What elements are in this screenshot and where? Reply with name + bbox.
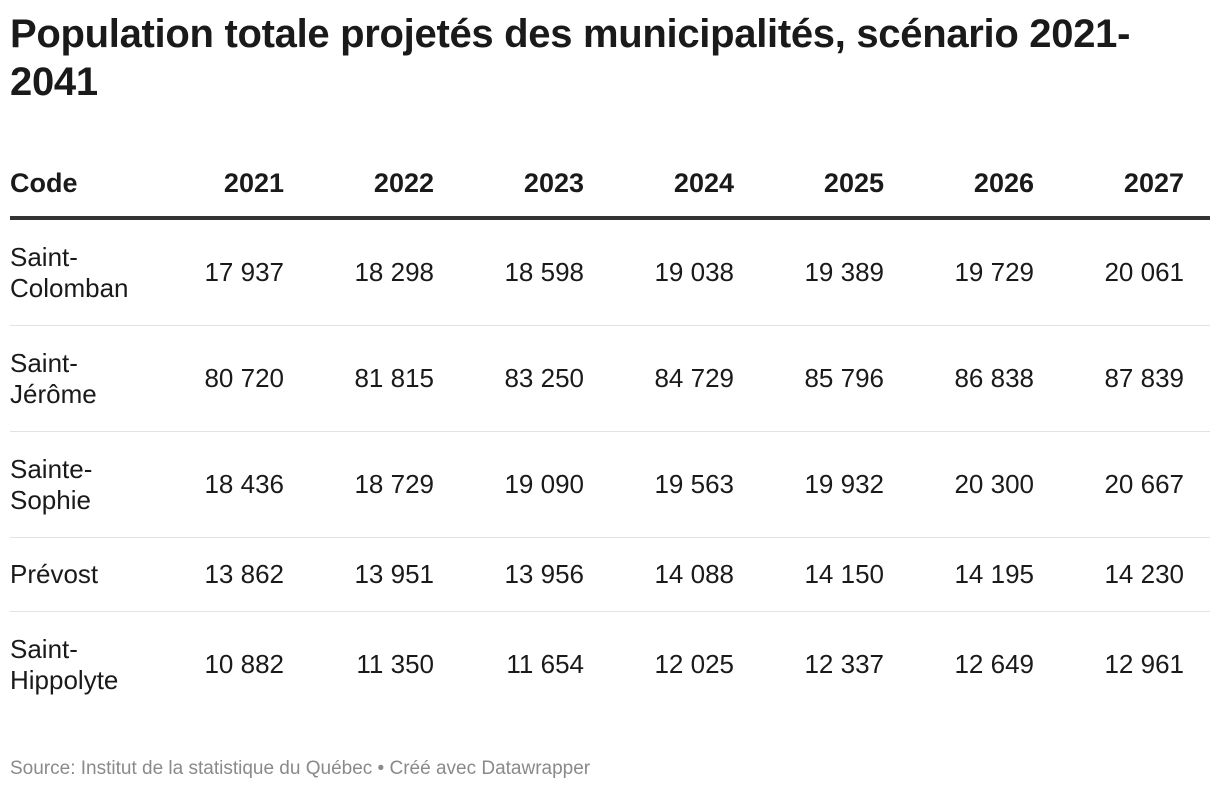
municipality-cell: Prévost xyxy=(10,537,160,612)
chart-container: Population totale projetés des municipal… xyxy=(10,0,1210,106)
municipality-cell: Saint- Colomban xyxy=(10,218,160,326)
municipality-name-part: Saint- xyxy=(10,347,78,378)
table-body: Saint- Colomban 17 937 18 298 18 598 19 038 19… xyxy=(10,218,1210,717)
population-value-cell: 14 150 xyxy=(760,537,910,612)
population-value-cell: 19 389 xyxy=(760,218,910,326)
population-value-cell: 19 038 xyxy=(610,218,760,326)
municipality-name-part: Saint- xyxy=(10,633,78,664)
population-value-cell: 86 838 xyxy=(910,325,1060,432)
table-row: Saint- Hippolyte 10 882 11 350 11 654 12 025 1… xyxy=(10,612,1210,718)
municipality-name-part: Prévost xyxy=(10,559,99,589)
population-value-cell: 13 862 xyxy=(160,537,310,612)
population-value-cell: 18 729 xyxy=(310,431,460,538)
table-row: Prévost 13 862 13 951 13 956 14 088 14 150 14 … xyxy=(10,537,1210,612)
population-value-cell: 80 720 xyxy=(160,325,310,432)
population-value-cell: 12 337 xyxy=(804,649,884,679)
column-header-year: 2026 xyxy=(910,150,1060,220)
population-value-cell: 17 937 xyxy=(160,218,310,326)
population-value-cell: 20 300 xyxy=(910,431,1060,538)
source-note: Source: Institut de la statistique du Qu… xyxy=(10,758,591,779)
column-header-year: 2021 xyxy=(160,150,310,220)
municipality-name-part: Hippolyte xyxy=(10,664,119,695)
municipality-cell: Sainte- Sophie xyxy=(10,431,160,538)
population-value-cell: 14 195 xyxy=(910,537,1060,612)
table-row: Sainte- Sophie 18 436 18 729 19 090 19 563 19 … xyxy=(10,431,1210,538)
population-value-cell: 12 961 xyxy=(1104,649,1184,679)
population-value-cell: 83 250 xyxy=(460,325,610,432)
municipality-name-part: Saint- xyxy=(10,241,78,272)
population-value-cell: 20 667 xyxy=(1060,431,1210,538)
population-value-cell: 19 090 xyxy=(460,431,610,538)
column-header-code: Code xyxy=(10,150,160,220)
population-value-cell: 10 882 xyxy=(204,649,284,679)
municipality-cell: Saint- Jérôme xyxy=(10,325,160,432)
population-value-cell: 18 436 xyxy=(160,431,310,538)
population-value-cell: 14 088 xyxy=(610,537,760,612)
population-value-cell: 18 298 xyxy=(310,218,460,326)
column-header-year: 2024 xyxy=(610,150,760,220)
column-header-year: 2023 xyxy=(460,150,610,220)
chart-title: Population totale projetés des municipal… xyxy=(10,12,1131,104)
population-value-cell: 84 729 xyxy=(610,325,760,432)
table-row: Saint- Jérôme 80 720 81 815 83 250 84 729 85 7… xyxy=(10,325,1210,432)
population-value-cell: 14 230 xyxy=(1060,537,1210,612)
population-value-cell: 19 729 xyxy=(910,218,1060,326)
column-header-year: 2022 xyxy=(310,150,460,220)
population-value-cell: 19 563 xyxy=(610,431,760,538)
population-value-cell: 13 951 xyxy=(310,537,460,612)
column-header-year: 2025 xyxy=(760,150,910,220)
population-value-cell: 81 815 xyxy=(310,325,460,432)
population-value-cell: 87 839 xyxy=(1060,325,1210,432)
table-row: Saint- Colomban 17 937 18 298 18 598 19 038 19… xyxy=(10,218,1210,326)
municipality-name-part: Colomban xyxy=(10,272,129,303)
population-value-cell: 12 025 xyxy=(654,649,734,679)
municipality-name-part: Sophie xyxy=(10,484,91,515)
population-value-cell: 12 649 xyxy=(954,649,1034,679)
population-value-cell: 11 654 xyxy=(506,649,584,679)
population-value-cell: 11 350 xyxy=(356,649,434,679)
population-value-cell: 13 956 xyxy=(460,537,610,612)
municipality-name-part: Jérôme xyxy=(10,378,97,409)
header-row: Code 2021 2022 2023 2024 2025 2026 2027 xyxy=(10,150,1210,220)
municipality-cell: Saint- Hippolyte xyxy=(10,612,160,718)
population-value-cell: 20 061 xyxy=(1060,218,1210,326)
column-header-year: 2027 xyxy=(1060,150,1210,220)
population-value-cell: 18 598 xyxy=(460,218,610,326)
population-value-cell: 19 932 xyxy=(760,431,910,538)
data-table: Code 2021 2022 2023 2024 2025 2026 2027 Saint- C… xyxy=(10,150,1210,717)
population-value-cell: 85 796 xyxy=(760,325,910,432)
municipality-name-part: Sainte- xyxy=(10,453,93,484)
